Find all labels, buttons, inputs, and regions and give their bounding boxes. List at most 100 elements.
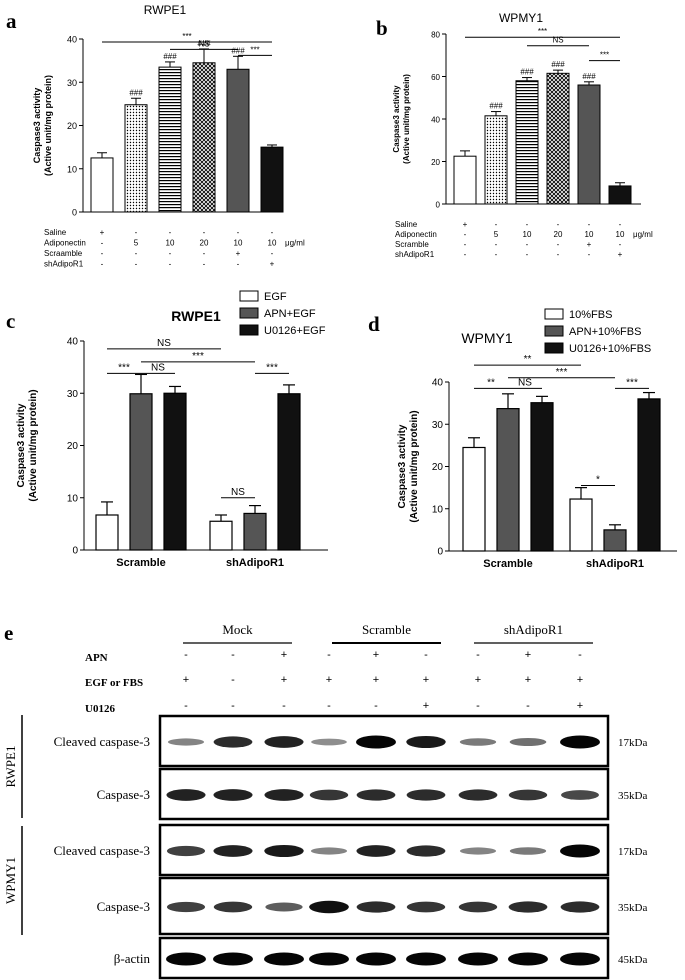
bar [546,72,570,205]
bar [260,146,284,213]
condition-cell: - [169,260,172,269]
bar [192,62,216,213]
treatment-cell: + [423,674,429,686]
bar [453,155,477,205]
data-label: ### [129,88,143,97]
blot-band [166,789,206,801]
significance-label: *** [600,51,609,60]
blot-band [264,844,304,858]
condition-cell: - [271,228,274,237]
x-tick-label: Scramble [116,557,166,569]
legend-label: 10%FBS [569,309,612,321]
data-label: ### [520,68,534,77]
bar [95,514,119,551]
treatment-cell: - [282,700,286,712]
condition-cell: - [588,220,591,229]
data-label: ### [197,39,211,48]
blot-band [458,901,498,913]
blot-band [166,952,206,966]
condition-cell: - [464,230,467,239]
blot-band [459,738,497,746]
condition-row-name: Scraamble [44,249,83,258]
blot-band [406,952,446,966]
treatment-cell: + [577,700,583,712]
bar [462,446,486,552]
significance-label: NS [157,338,171,349]
bar [90,157,114,213]
panel-letter-e: e [4,621,13,645]
condition-cell: - [101,249,104,258]
bar [603,529,627,552]
legend-swatch [544,308,564,320]
blot-band [458,789,498,801]
significance-label: NS [151,362,165,373]
significance-label: *** [192,351,204,362]
y-tick-label: 10 [432,504,444,515]
condition-cell: - [203,260,206,269]
blot-group-label: Mock [222,622,253,637]
y-tick-label: 0 [437,547,443,558]
condition-cell: - [135,260,138,269]
condition-row-name: Saline [44,228,67,237]
western-blot-panel: Mock Scramble shAdipoR1 APN - - + - + - - + - EGF or … [3,622,647,980]
treatment-row-name: EGF or FBS [85,677,143,689]
condition-cell: - [237,260,240,269]
legend-swatch [239,290,259,302]
blot-band [310,847,348,855]
condition-cell: + [463,220,468,229]
condition-cell: - [203,249,206,258]
cell-group-label: RWPE1 [3,746,18,788]
condition-cell: - [464,250,467,259]
condition-cell: 5 [134,239,139,248]
legend-label: APN+EGF [264,308,316,320]
treatment-cell: + [525,674,531,686]
y-tick-label: 0 [436,201,441,210]
significance-label: NS [518,377,532,388]
y-tick-label: 0 [72,208,77,218]
blot-kda-label: 17kDa [618,846,647,858]
bar [129,393,153,551]
condition-cell: 20 [200,239,209,248]
y-tick-label: 40 [67,35,77,45]
blot-band [264,952,304,966]
y-tick-label: 60 [431,73,440,82]
blot-band [264,736,304,748]
panel-letter-a: a [6,9,17,33]
significance-label: * [596,475,600,486]
blot-band [459,847,497,855]
y-tick-label: 30 [67,389,79,400]
treatment-cell: - [231,649,235,661]
treatment-cell: - [231,700,235,712]
significance-label: NS [198,39,209,48]
treatment-cell: - [327,649,331,661]
blot-band [508,952,548,966]
bar [608,185,632,205]
bar [530,402,554,552]
data-label: ### [489,102,503,111]
blot-band [560,901,600,913]
condition-cell: 10 [616,230,625,239]
panel-letter-c: c [6,309,15,333]
condition-cell: - [526,250,529,259]
condition-cell: 10 [234,239,243,248]
bar [163,392,187,551]
treatment-cell: + [281,674,287,686]
y-tick-label: 20 [432,462,444,473]
blot-row-label: Cleaved caspase-3 [54,843,150,858]
blot-group-label: Scramble [362,622,411,637]
blot-row-label: Caspase-3 [97,787,150,802]
condition-unit: μg/ml [285,239,305,248]
significance-label: *** [626,377,638,388]
treatment-cell: - [424,649,428,661]
condition-cell: - [557,250,560,259]
blot-kda-label: 17kDa [618,737,647,749]
blot-band [561,790,599,800]
blot-band [213,736,253,748]
blot-band [356,735,396,749]
blot-band [265,902,303,912]
bar [484,115,508,205]
y-tick-label: 10 [67,493,79,504]
condition-cell: - [203,228,206,237]
condition-cell: - [588,250,591,259]
condition-cell: - [271,249,274,258]
